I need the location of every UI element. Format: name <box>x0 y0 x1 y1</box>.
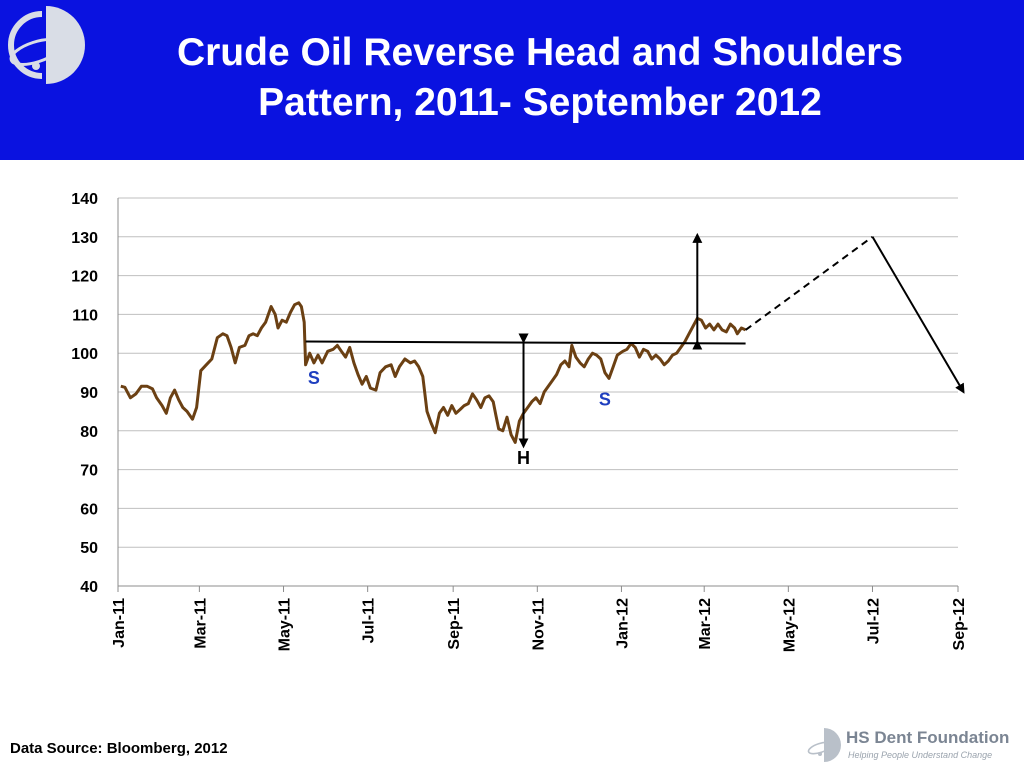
y-tick-label-120: 120 <box>71 269 98 286</box>
title-line-1: Crude Oil Reverse Head and Shoulders <box>176 31 904 74</box>
x-tick-label-May-11: May-11 <box>277 598 294 651</box>
y-tick-label-50: 50 <box>80 540 98 557</box>
projection-up-dashed <box>744 235 874 331</box>
hs-dent-foundation-brand: HS Dent Foundation Helping People Unders… <box>806 726 1018 766</box>
projection-down-arrow <box>871 236 965 394</box>
left-shoulder-label: S <box>308 368 320 388</box>
data-source-note: Data Source: Bloomberg, 2012 <box>10 740 228 757</box>
right-shoulder-label: S <box>599 390 611 410</box>
x-axis-tick-labels: Jan-11 Mar-11 May-11 Jul-11 Sep-11 Nov-11 Jan-… <box>111 598 968 652</box>
gridlines <box>118 197 958 548</box>
y-axis-tick-labels: 40 50 60 70 80 90 100 110 120 130 140 <box>71 191 98 596</box>
y-tick-label-80: 80 <box>80 424 98 441</box>
y-tick-label-60: 60 <box>80 501 98 518</box>
brand-logo-icon <box>807 728 841 762</box>
y-tick-label-40: 40 <box>80 579 98 596</box>
x-tick-label-Jan-12: Jan-12 <box>614 598 631 649</box>
x-tick-label-Nov-11: Nov-11 <box>530 598 547 651</box>
title-banner: Crude Oil Reverse Head and Shoulders Pat… <box>0 0 1024 160</box>
y-tick-label-140: 140 <box>71 191 98 208</box>
crude-oil-price-chart: 40 50 60 70 80 90 100 110 120 130 140 Jan-11 Mar-11… <box>71 191 968 652</box>
axes <box>117 198 959 592</box>
y-tick-label-90: 90 <box>80 385 98 402</box>
slide-title: Crude Oil Reverse Head and Shoulders Pat… <box>80 28 1000 128</box>
title-line-2: Pattern, 2011- September 2012 <box>258 81 822 124</box>
x-tick-label-Mar-11: Mar-11 <box>192 598 209 649</box>
y-tick-label-70: 70 <box>80 463 98 480</box>
x-tick-label-Sep-12: Sep-12 <box>951 598 968 651</box>
neckline <box>305 340 746 345</box>
y-tick-label-110: 110 <box>72 307 98 324</box>
y-tick-label-130: 130 <box>71 230 98 247</box>
pattern-annotations: S H S <box>305 232 965 468</box>
x-tick-label-Mar-12: Mar-12 <box>697 598 714 650</box>
x-tick-label-Jul-12: Jul-12 <box>865 598 882 644</box>
brand-name: HS Dent Foundation <box>846 728 1010 747</box>
head-label: H <box>517 448 530 468</box>
foundation-logo-icon <box>8 6 85 84</box>
y-tick-label-100: 100 <box>71 346 98 363</box>
x-tick-label-Sep-11: Sep-11 <box>446 598 463 650</box>
brand-tagline: Helping People Understand Change <box>848 750 993 760</box>
x-tick-label-Jul-11: Jul-11 <box>361 598 378 643</box>
price-series <box>120 301 747 444</box>
x-tick-label-May-12: May-12 <box>781 598 798 652</box>
price-line <box>120 301 747 444</box>
x-tick-label-Jan-11: Jan-11 <box>111 598 128 648</box>
